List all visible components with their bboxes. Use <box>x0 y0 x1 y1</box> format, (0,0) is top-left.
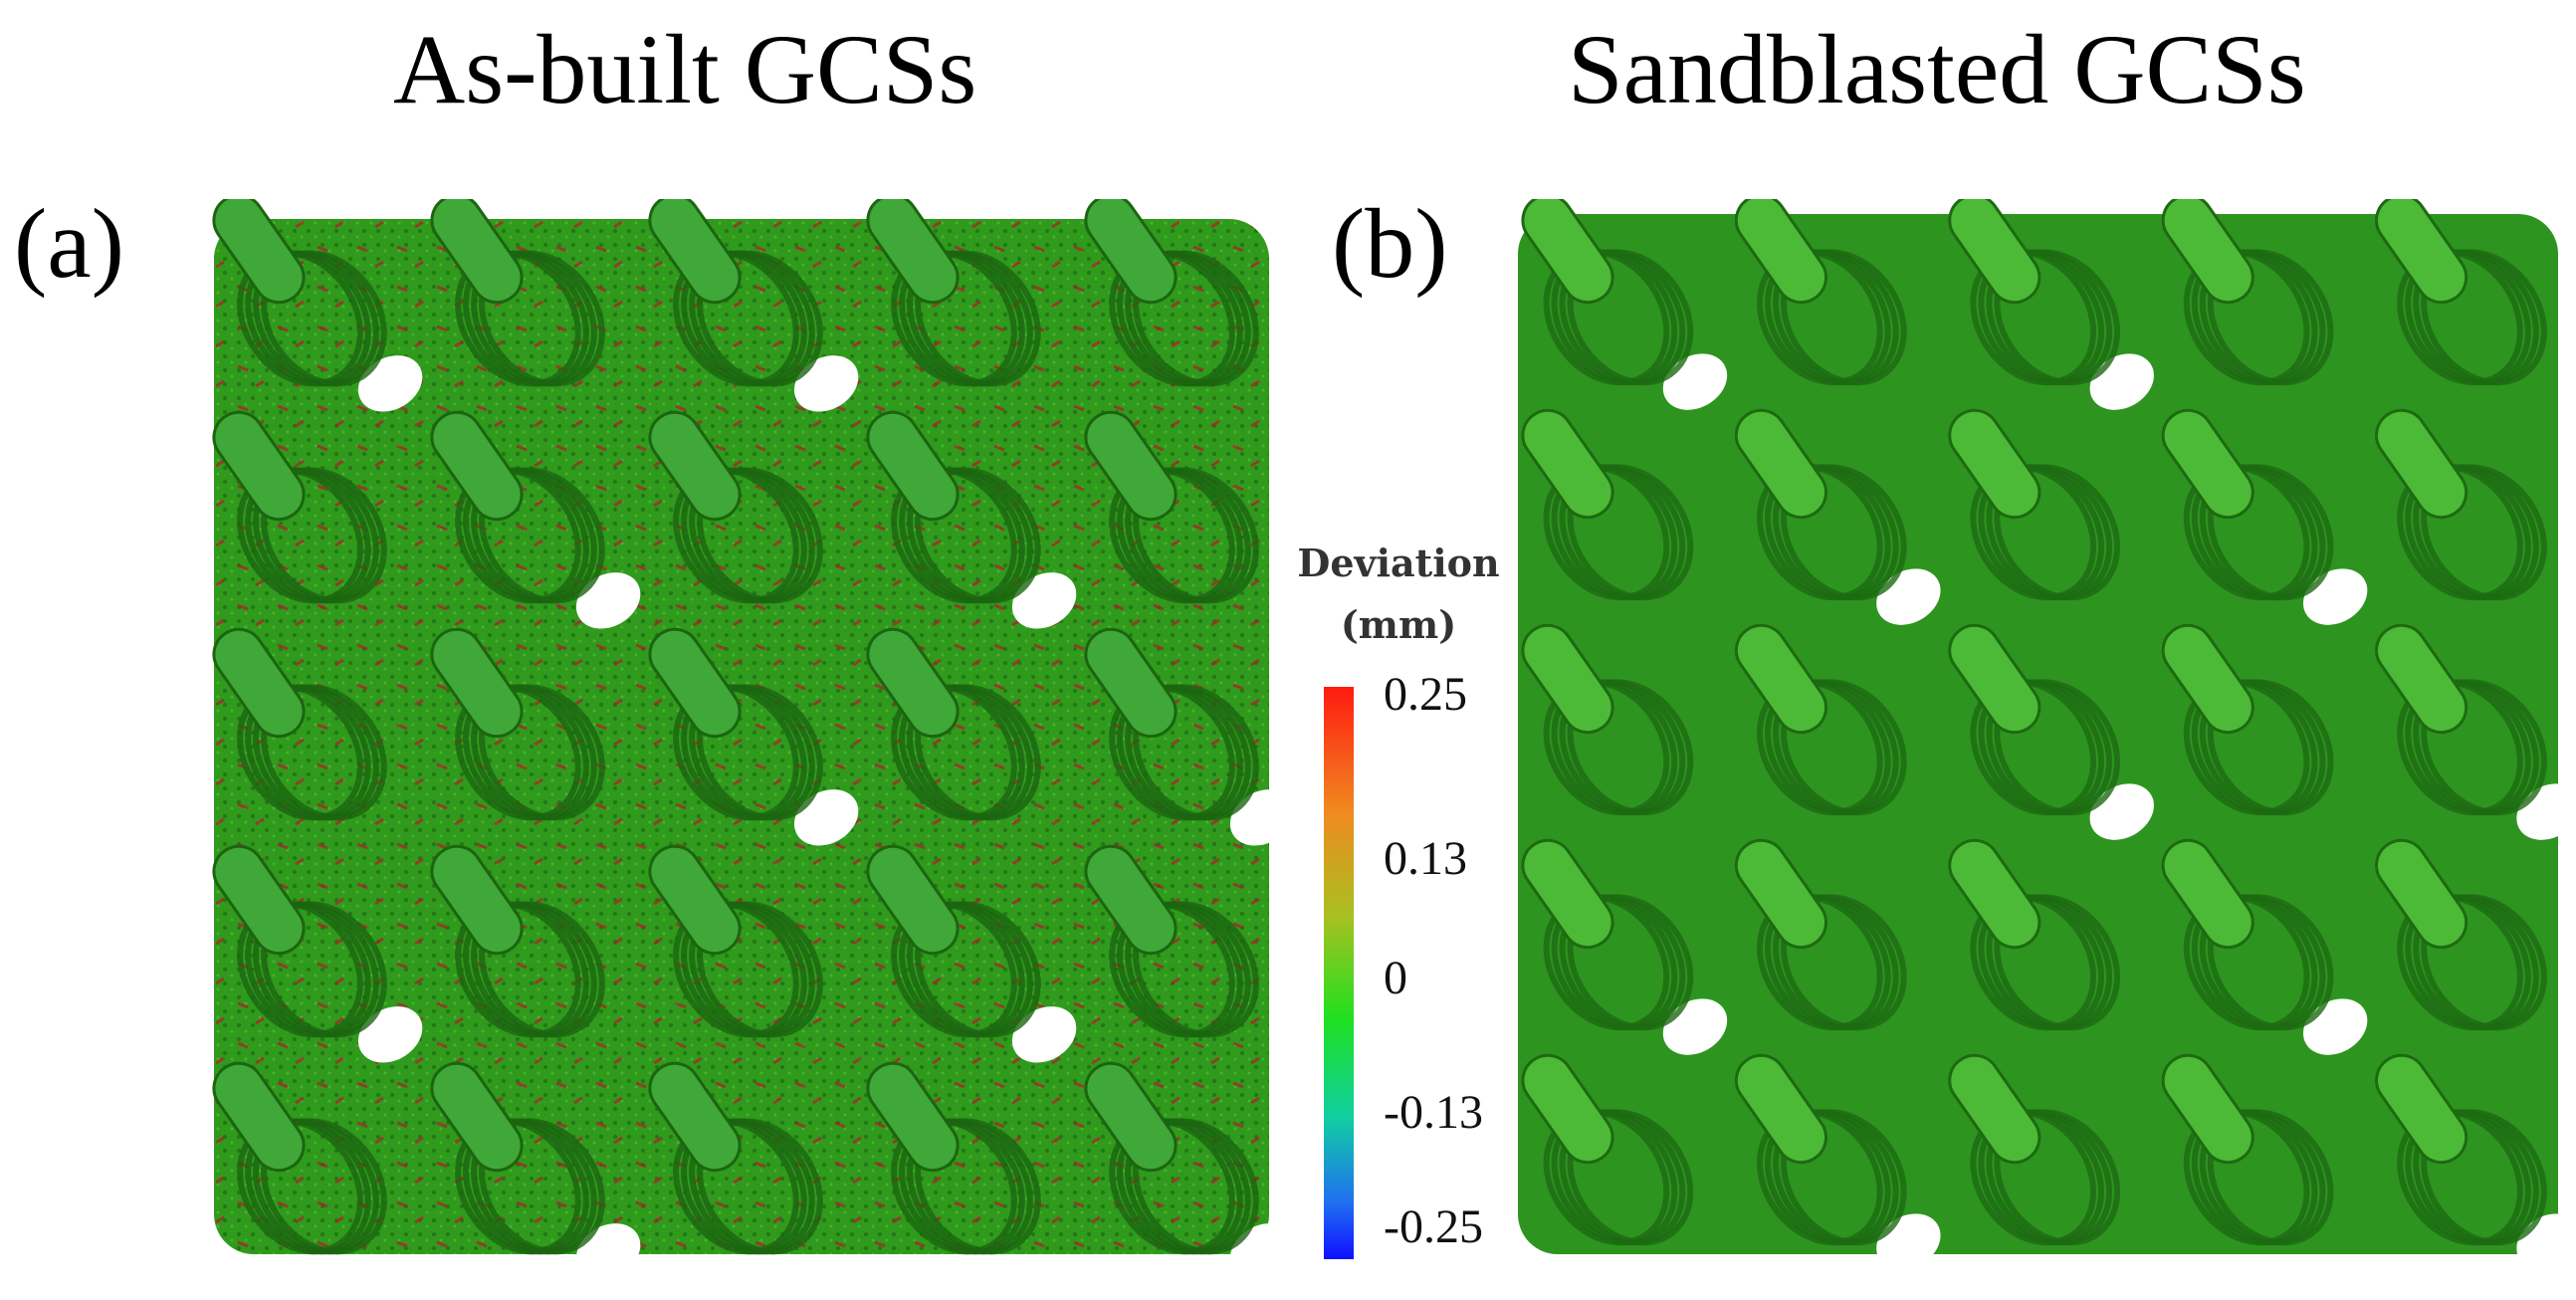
deviation-colorbar <box>1324 687 1354 1259</box>
strut <box>1084 844 1178 956</box>
strut <box>648 844 742 956</box>
colorbar-title-line1: Deviation <box>1297 541 1500 585</box>
strut <box>1734 408 1827 520</box>
colorbar-tick-label: 0 <box>1384 952 1407 1004</box>
strut <box>1084 627 1178 739</box>
strut <box>1734 623 1827 735</box>
strut <box>212 1061 306 1173</box>
title-as-built: As-built GCSs <box>393 14 977 124</box>
panel-label-b: (b) <box>1332 188 1448 299</box>
strut <box>1734 199 1827 305</box>
strut <box>2161 1053 2254 1165</box>
sandblasted-scaffold-image <box>1518 199 2570 1270</box>
strut <box>866 199 960 305</box>
strut <box>212 627 306 739</box>
panel-label-a: (a) <box>14 188 124 299</box>
strut <box>1084 1061 1178 1173</box>
strut <box>1948 838 2041 950</box>
strut <box>648 410 742 522</box>
strut <box>1084 199 1178 305</box>
strut <box>866 1061 960 1173</box>
strut <box>430 844 524 956</box>
strut <box>1521 838 1614 950</box>
strut <box>866 844 960 956</box>
strut <box>1948 1053 2041 1165</box>
strut <box>648 1061 742 1173</box>
strut <box>648 627 742 739</box>
colorbar-title-line2: (mm) <box>1340 602 1457 647</box>
colorbar-tick-label: -0.13 <box>1384 1086 1483 1139</box>
strut <box>1734 1053 1827 1165</box>
strut <box>866 410 960 522</box>
strut <box>430 1061 524 1173</box>
strut <box>1521 623 1614 735</box>
strut <box>1734 838 1827 950</box>
colorbar-tick-label: -0.25 <box>1384 1200 1483 1253</box>
strut <box>430 410 524 522</box>
title-sandblasted: Sandblasted GCSs <box>1568 14 2306 124</box>
strut <box>1948 199 2041 305</box>
strut <box>2375 1053 2469 1165</box>
strut <box>2161 623 2254 735</box>
strut <box>1521 1053 1614 1165</box>
strut <box>2375 408 2469 520</box>
strut <box>212 410 306 522</box>
strut <box>2375 838 2469 950</box>
strut <box>1948 408 2041 520</box>
strut <box>866 627 960 739</box>
strut <box>1084 410 1178 522</box>
strut <box>2161 199 2254 305</box>
strut <box>1521 408 1614 520</box>
strut <box>2161 408 2254 520</box>
colorbar-tick-label: 0.13 <box>1384 832 1467 885</box>
as-built-scaffold-image <box>212 199 1284 1280</box>
strut <box>2375 623 2469 735</box>
colorbar-tick-label: 0.25 <box>1384 668 1467 721</box>
strut <box>430 199 524 305</box>
strut <box>430 627 524 739</box>
colorbar-title: Deviation (mm) <box>1289 533 1508 656</box>
strut <box>212 844 306 956</box>
strut <box>648 199 742 305</box>
strut <box>212 199 306 305</box>
strut <box>2161 838 2254 950</box>
strut <box>2375 199 2469 305</box>
strut <box>1948 623 2041 735</box>
strut <box>1521 199 1614 305</box>
